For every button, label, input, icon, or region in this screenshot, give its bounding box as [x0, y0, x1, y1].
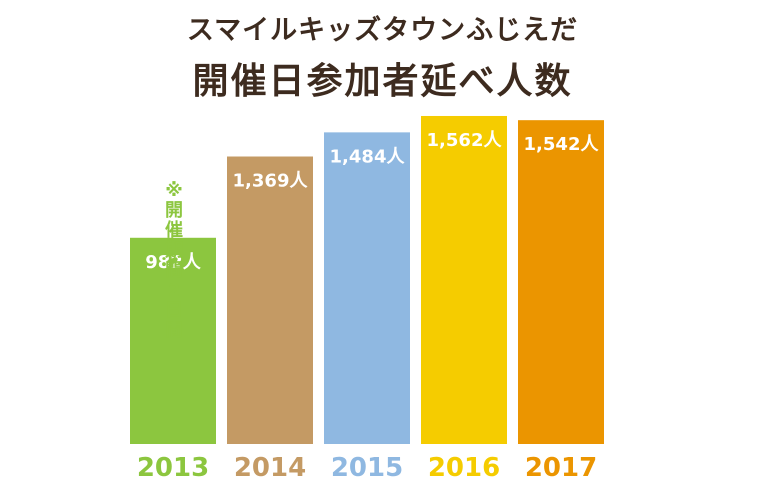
bar-2013 — [130, 237, 216, 444]
period-note: ※ 開 催 期 間 2 日 間 — [163, 181, 185, 341]
bar-2017 — [518, 120, 604, 445]
x-tick-label-2013: 2013 — [137, 453, 209, 483]
x-tick-label-2015: 2015 — [331, 453, 403, 483]
data-label-2014: 1,369人 — [233, 171, 309, 192]
note-char: ※ — [165, 180, 183, 201]
chart-title-line2: 開催日参加者延べ人数 — [192, 61, 573, 102]
chart-title-line1: スマイルキッズタウンふじえだ — [186, 15, 579, 46]
data-label-2015: 1,484人 — [330, 146, 406, 167]
note-char: 開 — [165, 200, 183, 221]
x-tick-label-2016: 2016 — [428, 453, 500, 483]
x-tick-label-2017: 2017 — [525, 453, 597, 483]
note-char: 間 — [165, 320, 183, 341]
note-char: 間 — [165, 260, 183, 281]
x-tick-label-2014: 2014 — [234, 453, 306, 483]
note-char: 催 — [165, 220, 183, 241]
note-char: 2 — [167, 280, 181, 301]
bar-2016 — [421, 115, 507, 444]
bar-2015 — [324, 132, 410, 445]
data-label-2017: 1,542人 — [524, 134, 600, 155]
data-label-2016: 1,562人 — [427, 130, 503, 151]
note-char: 日 — [165, 300, 183, 321]
bar-2014 — [227, 156, 313, 444]
note-char: 期 — [165, 240, 183, 261]
data-label-2013: 982人 — [145, 252, 202, 273]
